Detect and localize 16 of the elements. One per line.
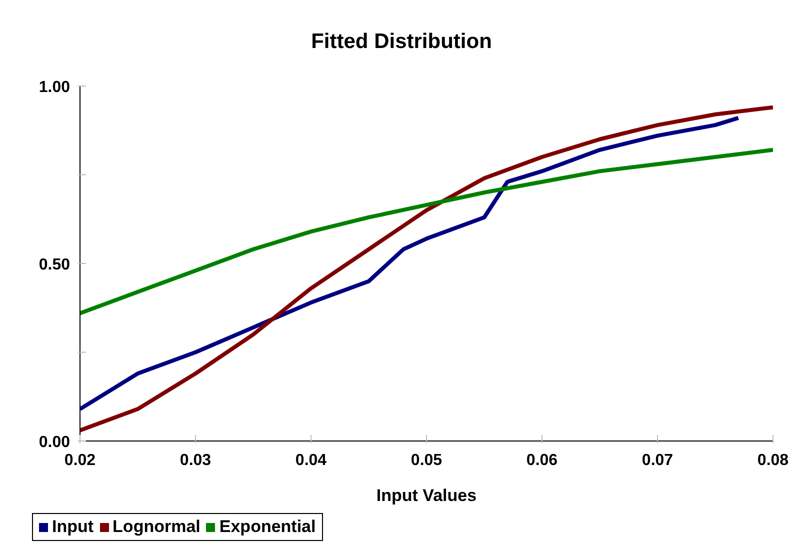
y-tick-label: 0.00 bbox=[38, 434, 70, 451]
x-axis-title: Input Values bbox=[376, 486, 477, 505]
x-tick-label: 0.03 bbox=[180, 452, 212, 469]
x-tick-label: 0.08 bbox=[757, 452, 789, 469]
chart-title: Fitted Distribution bbox=[310, 30, 493, 54]
y-tick-label: 1.00 bbox=[38, 79, 70, 96]
y-tick-label: 0.50 bbox=[38, 256, 70, 274]
x-tick-label: 0.06 bbox=[526, 452, 558, 469]
legend-label: Exponential bbox=[218, 517, 316, 537]
x-tick-label: 0.04 bbox=[295, 452, 327, 469]
x-tick-label: 0.02 bbox=[64, 452, 96, 469]
x-tick-label: 0.07 bbox=[642, 452, 674, 469]
legend-label: Input bbox=[51, 517, 94, 537]
legend-label: Lognormal bbox=[112, 517, 200, 537]
x-tick-label: 0.05 bbox=[410, 452, 442, 469]
line-series bbox=[80, 148, 773, 316]
